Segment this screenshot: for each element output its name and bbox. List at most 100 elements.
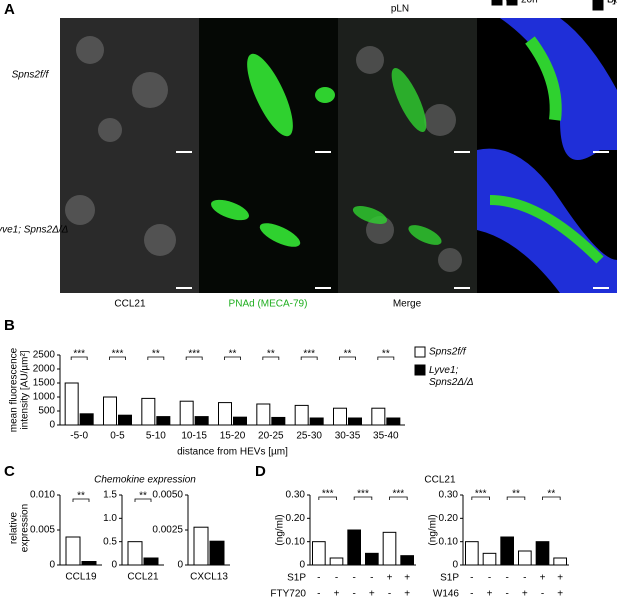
significance-label: ** (382, 349, 390, 360)
x-axis-label: distance from HEVs [µm] (177, 447, 288, 458)
x-tick-label: 20-25 (258, 431, 284, 442)
panel-letter: D (255, 463, 266, 480)
bar (271, 416, 286, 426)
bar (294, 404, 309, 426)
y-tick-label: 0 (111, 560, 117, 571)
y-tick-label: 1000 (33, 392, 56, 403)
significance-bracket (262, 356, 280, 360)
bar (518, 550, 532, 566)
bar (209, 540, 225, 566)
scale-bars (176, 151, 609, 289)
condition-mark: + (557, 589, 563, 600)
y-tick-label: 0 (452, 560, 458, 571)
significance-bracket (134, 498, 152, 502)
y-tick-label: 2500 (33, 350, 56, 361)
legend-label: Lyve1;Spns2Δ/Δ (429, 365, 474, 388)
x-tick-label: 30-35 (335, 431, 361, 442)
significance-bracket (318, 496, 337, 500)
x-tick-label: 0-5 (110, 431, 125, 442)
y-tick-label: 0.20 (286, 513, 306, 524)
significance-label: *** (392, 489, 404, 500)
y-tick-label: 0 (49, 420, 55, 431)
bar (64, 382, 79, 426)
condition-mark: + (557, 573, 563, 584)
significance-label: *** (303, 349, 315, 360)
significance-label: ** (512, 489, 520, 500)
y-tick-label: 0.005 (30, 525, 55, 536)
panel-letter: C (4, 463, 15, 480)
condition-mark: + (404, 573, 410, 584)
significance-label: ** (344, 349, 352, 360)
vessels (211, 53, 442, 247)
condition-label: FTY720 (270, 589, 306, 600)
bar (365, 552, 379, 566)
bar (553, 557, 567, 566)
y-tick-label: 1.5 (103, 490, 117, 501)
row-label: Lyve1; Spns2Δ/Δ (0, 225, 69, 236)
x-tick-label: CXCL13 (190, 572, 228, 583)
legend-label: Lyve1;Spns2Δ/Δ (607, 0, 617, 6)
condition-mark: - (317, 573, 320, 584)
bar (179, 400, 194, 426)
bar (118, 414, 132, 426)
condition-mark: + (540, 573, 546, 584)
panel-letter: B (4, 317, 15, 334)
significance-bracket (224, 356, 241, 360)
y-axis-label: (ng/ml) (428, 514, 439, 545)
significance-bracket (185, 356, 203, 360)
condition-mark: + (404, 589, 410, 600)
y-tick-label: 0.20 (439, 513, 459, 524)
column-label: Merge (393, 299, 422, 310)
legend-label: 20h (521, 0, 538, 6)
significance-bracket (109, 356, 126, 360)
bar (482, 552, 497, 566)
panel-letter: A (4, 1, 15, 18)
y-tick-label: 0.30 (286, 490, 306, 501)
column-label: PNAd (MECA-79) (229, 299, 308, 310)
bar (348, 417, 362, 426)
significance-bracket (506, 496, 526, 500)
bar (218, 402, 232, 426)
y-axis-label: intensity [AU/µm²] (20, 350, 31, 429)
condition-mark: - (505, 573, 508, 584)
condition-mark: - (523, 573, 526, 584)
bar (103, 396, 117, 426)
condition-mark: + (334, 589, 340, 600)
bar (347, 529, 362, 566)
significance-bracket (353, 496, 373, 500)
y-axis-label: relative (9, 511, 20, 544)
y-tick-label: 0.0025 (152, 525, 183, 536)
mask-blobs (477, 18, 617, 293)
condition-mark: - (335, 573, 338, 584)
significance-label: ** (547, 489, 555, 500)
bar (500, 536, 515, 566)
y-axis-label: (ng/ml) (275, 514, 286, 545)
significance-label: *** (475, 489, 487, 500)
bar (127, 541, 143, 566)
significance-label: *** (357, 489, 369, 500)
bar (333, 407, 347, 426)
bar (465, 541, 479, 566)
condition-mark: - (317, 589, 320, 600)
significance-bracket (389, 496, 408, 500)
micrographs (60, 18, 617, 293)
legend-swatch (414, 346, 426, 358)
condition-mark: + (369, 589, 375, 600)
bar (382, 531, 397, 566)
bar (156, 416, 171, 426)
panel-title: pLN (391, 4, 409, 15)
y-tick-label: 500 (38, 406, 55, 417)
condition-mark: - (352, 589, 355, 600)
bar (193, 526, 209, 566)
bar (400, 555, 415, 566)
chart-title: Chemokine expression (94, 475, 196, 486)
bar (65, 536, 81, 566)
x-tick-label: 35-40 (373, 431, 399, 442)
significance-label: ** (139, 491, 147, 502)
significance-bracket (70, 356, 88, 360)
chart-title: CCL21 (424, 475, 456, 486)
y-tick-label: 0.0050 (152, 490, 183, 501)
x-tick-label: 25-30 (296, 431, 322, 442)
significance-bracket (471, 496, 490, 500)
